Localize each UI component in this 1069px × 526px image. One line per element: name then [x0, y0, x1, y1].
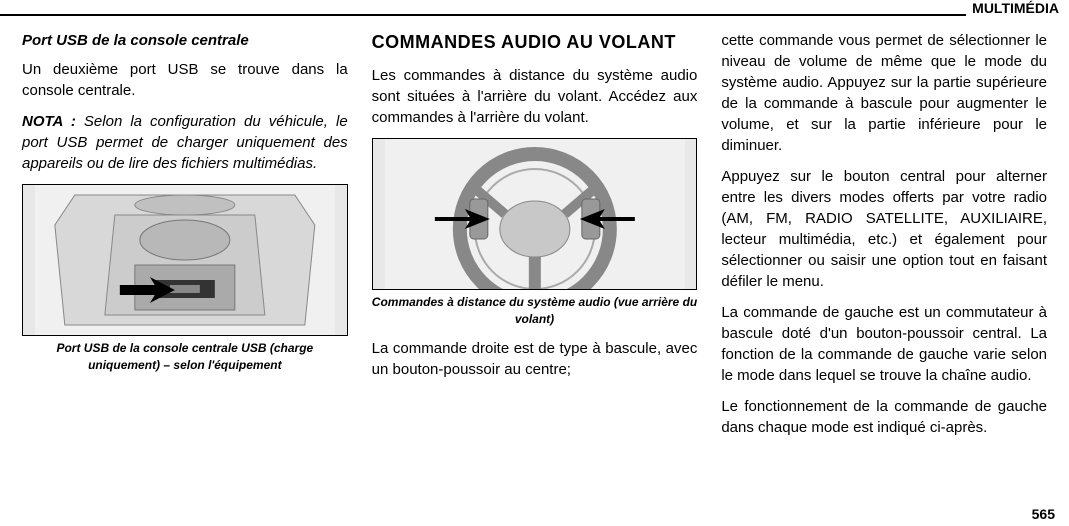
column-1: Port USB de la console centrale Un deuxi…	[10, 30, 360, 506]
figure-usb-port	[22, 184, 348, 336]
section-label: MULTIMÉDIA	[966, 0, 1059, 16]
figure-steering-controls	[372, 138, 698, 290]
header-rule	[0, 14, 1059, 16]
page-number: 565	[1032, 506, 1055, 522]
col3-p1: cette commande vous permet de sélectionn…	[721, 30, 1047, 156]
figure2-caption: Commandes à distance du système audio (v…	[372, 294, 698, 328]
col2-p2: La commande droite est de type à bascule…	[372, 338, 698, 380]
usb-port-illustration	[23, 185, 347, 335]
col2-p1: Les commandes à distance du système audi…	[372, 65, 698, 128]
col3-p4: Le fonctionnement de la commande de gauc…	[721, 396, 1047, 438]
col2-heading: COMMANDES AUDIO AU VOLANT	[372, 30, 698, 55]
note-label: NOTA :	[22, 113, 76, 130]
column-3: cette commande vous permet de sélectionn…	[709, 30, 1059, 506]
col1-heading: Port USB de la console centrale	[22, 30, 348, 51]
column-2: COMMANDES AUDIO AU VOLANT Les commandes …	[360, 30, 710, 506]
col3-p3: La commande de gauche est un commutateur…	[721, 302, 1047, 386]
col1-p1: Un deuxième port USB se trouve dans la c…	[22, 59, 348, 101]
col1-note: NOTA : Selon la configuration du véhicul…	[22, 111, 348, 174]
figure1-caption: Port USB de la console centrale USB (cha…	[22, 340, 348, 374]
content-columns: Port USB de la console centrale Un deuxi…	[10, 30, 1059, 506]
steering-illustration	[373, 139, 697, 289]
col3-p2: Appuyez sur le bouton central pour alter…	[721, 166, 1047, 292]
